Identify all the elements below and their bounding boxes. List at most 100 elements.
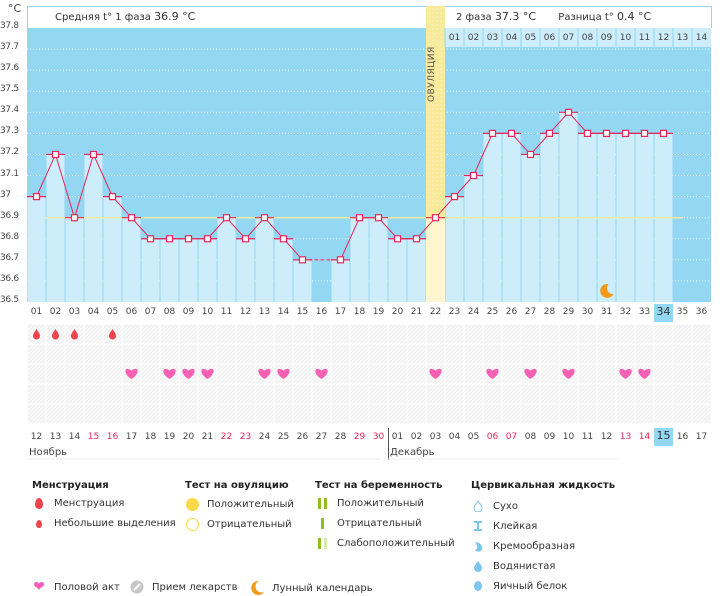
event-cell — [350, 364, 369, 384]
cycle-day-label[interactable]: 23 — [448, 307, 461, 317]
heart-icon — [201, 368, 214, 379]
calendar-date-label[interactable]: 09 — [543, 432, 556, 442]
calendar-date-label[interactable]: 04 — [448, 432, 461, 442]
cycle-day-label[interactable]: 34 — [654, 305, 673, 322]
cycle-day-label[interactable]: 35 — [676, 307, 689, 317]
cycle-day-label[interactable]: 30 — [581, 307, 594, 317]
event-cell — [331, 384, 350, 404]
calendar-date-label[interactable]: 30 — [372, 432, 385, 442]
heart-icon — [182, 368, 195, 379]
calendar-date-label[interactable]: 14 — [638, 432, 651, 442]
calendar-date-label[interactable]: 06 — [486, 432, 499, 442]
calendar-date-label[interactable]: 25 — [277, 432, 290, 442]
calendar-date-label[interactable]: 02 — [410, 432, 423, 442]
calendar-date-label[interactable]: 17 — [125, 432, 138, 442]
cycle-day-label[interactable]: 19 — [372, 307, 385, 317]
event-cell — [464, 404, 483, 424]
event-cell — [559, 344, 578, 364]
cycle-day-label[interactable]: 11 — [220, 307, 233, 317]
cycle-day-label[interactable]: 08 — [163, 307, 176, 317]
event-cell — [540, 384, 559, 404]
y-tick-label: 37.6 — [0, 63, 19, 74]
calendar-date-label[interactable]: 12 — [30, 432, 43, 442]
cycle-day-label[interactable]: 27 — [524, 307, 537, 317]
event-cell — [103, 404, 122, 424]
cycle-day-label[interactable]: 14 — [277, 307, 290, 317]
calendar-date-label[interactable]: 23 — [239, 432, 252, 442]
cycle-day-label[interactable]: 12 — [239, 307, 252, 317]
calendar-date-label[interactable]: 10 — [562, 432, 575, 442]
calendar-date-label[interactable]: 18 — [144, 432, 157, 442]
event-cell — [692, 404, 711, 424]
cycle-day-label[interactable]: 33 — [638, 307, 651, 317]
calendar-date-label[interactable]: 29 — [353, 432, 366, 442]
cycle-day-label[interactable]: 17 — [334, 307, 347, 317]
event-cell — [426, 344, 445, 364]
cycle-day-label[interactable]: 36 — [695, 307, 708, 317]
calendar-date-label[interactable]: 22 — [220, 432, 233, 442]
temperature-point — [621, 129, 630, 137]
cycle-day-label[interactable]: 03 — [68, 307, 81, 317]
diff-label: Разница t° — [558, 12, 614, 23]
cycle-day-label[interactable]: 29 — [562, 307, 575, 317]
event-cell — [578, 324, 597, 344]
event-cell — [483, 344, 502, 364]
event-cell — [350, 384, 369, 404]
cycle-day-label[interactable]: 05 — [106, 307, 119, 317]
calendar-date-label[interactable]: 27 — [315, 432, 328, 442]
calendar-date-label[interactable]: 15 — [87, 432, 100, 442]
cycle-day-label[interactable]: 20 — [391, 307, 404, 317]
cycle-day-label[interactable]: 07 — [144, 307, 157, 317]
calendar-date-label[interactable]: 12 — [600, 432, 613, 442]
calendar-date-label[interactable]: 16 — [106, 432, 119, 442]
calendar-date-label[interactable]: 11 — [581, 432, 594, 442]
calendar-date-label[interactable]: 07 — [505, 432, 518, 442]
cycle-day-label[interactable]: 06 — [125, 307, 138, 317]
phase2-label: 2 фаза — [456, 12, 492, 23]
cycle-day-label[interactable]: 21 — [410, 307, 423, 317]
calendar-date-label[interactable]: 08 — [524, 432, 537, 442]
calendar-date-label[interactable]: 21 — [201, 432, 214, 442]
cycle-day-label[interactable]: 26 — [505, 307, 518, 317]
temperature-bar — [236, 238, 255, 302]
cycle-day-label[interactable]: 15 — [296, 307, 309, 317]
calendar-date-label[interactable]: 28 — [334, 432, 347, 442]
cycle-day-label[interactable]: 02 — [49, 307, 62, 317]
heart-icon — [524, 368, 537, 379]
event-cell — [369, 404, 388, 424]
calendar-date-label[interactable]: 14 — [68, 432, 81, 442]
calendar-date-label[interactable]: 05 — [467, 432, 480, 442]
calendar-date-label[interactable]: 13 — [49, 432, 62, 442]
calendar-date-label[interactable]: 24 — [258, 432, 271, 442]
calendar-date-label[interactable]: 17 — [695, 432, 708, 442]
calendar-date-label[interactable]: 15 — [654, 429, 673, 446]
event-cell — [27, 384, 46, 404]
calendar-date-label[interactable]: 20 — [182, 432, 195, 442]
calendar-date-label[interactable]: 13 — [619, 432, 632, 442]
cycle-day-label[interactable]: 09 — [182, 307, 195, 317]
cycle-day-label[interactable]: 10 — [201, 307, 214, 317]
small-drop-icon — [36, 519, 42, 528]
cycle-day-label[interactable]: 13 — [258, 307, 271, 317]
event-cell — [388, 344, 407, 364]
calendar-date-label[interactable]: 01 — [391, 432, 404, 442]
cycle-day-label[interactable]: 24 — [467, 307, 480, 317]
cycle-day-label[interactable]: 18 — [353, 307, 366, 317]
calendar-date-label[interactable]: 26 — [296, 432, 309, 442]
cycle-day-label[interactable]: 04 — [87, 307, 100, 317]
cycle-day-label[interactable]: 01 — [30, 307, 43, 317]
cycle-day-label[interactable]: 25 — [486, 307, 499, 317]
cycle-day-label[interactable]: 31 — [600, 307, 613, 317]
cycle-day-label[interactable]: 28 — [543, 307, 556, 317]
temperature-bar — [464, 175, 483, 302]
calendar-date-label[interactable]: 16 — [676, 432, 689, 442]
cycle-day-label[interactable]: 32 — [619, 307, 632, 317]
phase2-day-label: 05 — [524, 33, 537, 43]
temperature-bar — [27, 196, 46, 302]
event-cell — [141, 364, 160, 384]
cycle-day-label[interactable]: 16 — [315, 307, 328, 317]
cycle-day-label[interactable]: 22 — [429, 307, 442, 317]
event-cell — [502, 324, 521, 344]
calendar-date-label[interactable]: 03 — [429, 432, 442, 442]
calendar-date-label[interactable]: 19 — [163, 432, 176, 442]
